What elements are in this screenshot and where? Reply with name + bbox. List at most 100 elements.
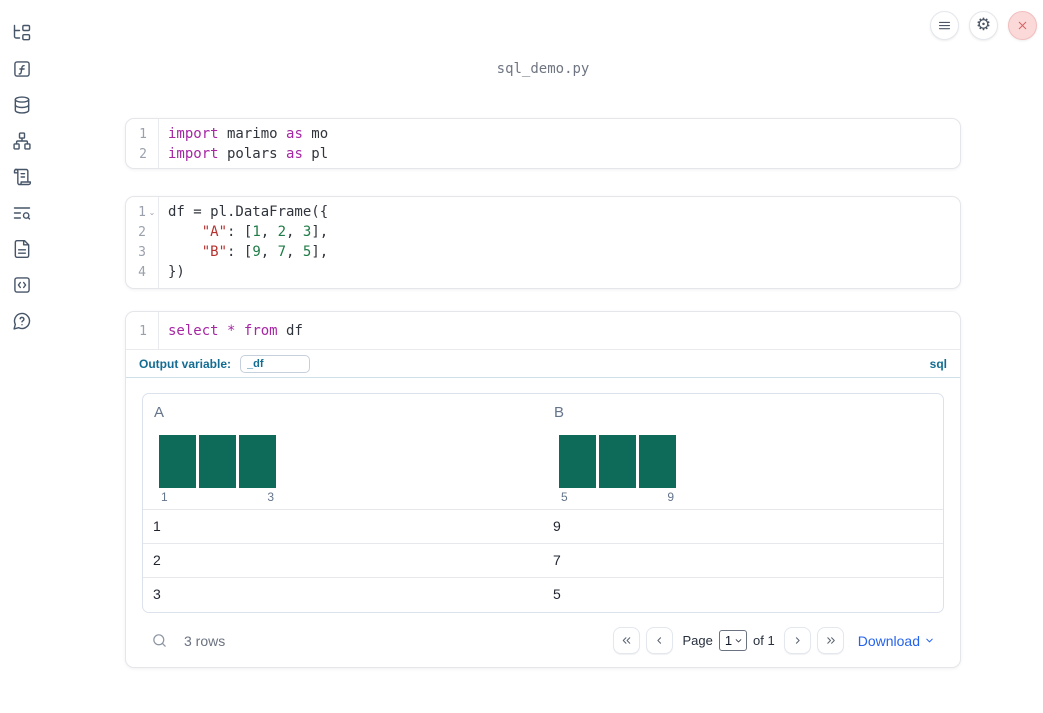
histogram-bar — [239, 435, 276, 488]
code-token: 3 — [302, 224, 312, 240]
code-token: "A" — [201, 224, 228, 240]
code-token: 9 — [252, 244, 261, 260]
line-number: 1 — [138, 204, 146, 220]
page-of-label: of 1 — [753, 633, 775, 648]
dataframe-table: A 1 3 B — [142, 393, 944, 613]
text-search-icon[interactable] — [11, 203, 33, 223]
code-token: df = pl.DataFrame({ — [168, 204, 329, 220]
code-token: 1 — [252, 224, 261, 240]
notebook-filename[interactable]: sql_demo.py — [496, 61, 590, 77]
column-header-a[interactable]: A 1 3 — [143, 394, 543, 509]
table-header-row: A 1 3 B — [143, 394, 943, 510]
table-cell: 9 — [553, 518, 561, 534]
cell-output-area: A 1 3 B — [126, 378, 960, 667]
first-page-button[interactable] — [613, 627, 641, 654]
code-editor[interactable]: import marimo as mo import polars as pl — [159, 119, 960, 168]
code-token: marimo — [218, 126, 287, 142]
code-line: "B": [9, 7, 5], — [168, 242, 960, 262]
code-token — [235, 323, 243, 339]
last-page-button[interactable] — [816, 627, 844, 654]
line-number: 1 — [139, 323, 147, 339]
code-token — [168, 224, 202, 240]
logs-scroll-icon[interactable] — [11, 167, 33, 187]
code-token: , — [286, 224, 303, 240]
histogram-bar — [199, 435, 236, 488]
previous-page-button[interactable] — [646, 627, 674, 654]
chevron-down-icon — [735, 639, 742, 643]
line-number: 4 — [138, 264, 146, 280]
page-select-value: 1 — [724, 633, 733, 648]
code-token: import — [168, 146, 219, 162]
histogram-bar — [159, 435, 196, 488]
histogram-bar — [599, 435, 636, 488]
next-page-button[interactable] — [783, 627, 811, 654]
file-explorer-tree-icon[interactable] — [11, 23, 33, 43]
code-line: import polars as pl — [168, 144, 960, 164]
chevron-right-icon — [795, 637, 800, 644]
column-header-b[interactable]: B 5 9 — [543, 394, 943, 509]
code-cell-imports: 1 2 import marimo as mo import polars as… — [125, 118, 961, 169]
table-cell: 1 — [153, 518, 161, 534]
code-line: "A": [1, 2, 3], — [168, 222, 960, 242]
code-cell-dataframe: 1 ⌄ 2 3 4 df = pl.DataFrame({ "A": [1, 2,… — [125, 196, 961, 289]
line-number-gutter: 1 2 — [126, 119, 159, 168]
search-icon[interactable] — [151, 632, 168, 649]
datasources-database-icon[interactable] — [11, 95, 33, 115]
language-badge: sql — [929, 356, 947, 371]
page-select[interactable]: 1 — [718, 630, 748, 651]
code-snippets-icon[interactable] — [11, 275, 33, 295]
chevrons-right-icon — [827, 637, 835, 644]
axis-max-label: 3 — [267, 490, 274, 504]
page-label: Page — [682, 633, 713, 648]
left-panel-sidebar — [0, 0, 44, 713]
code-token: * — [227, 323, 236, 339]
code-token: as — [286, 146, 303, 162]
code-token: ], — [311, 244, 329, 260]
column-histogram — [159, 435, 543, 488]
code-token: pl — [302, 146, 329, 162]
code-token: , — [286, 244, 303, 260]
code-token: select — [168, 323, 219, 339]
histogram-axis-ticks: 5 9 — [559, 490, 676, 504]
code-token: polars — [218, 146, 287, 162]
chevron-down-icon — [926, 638, 933, 643]
chevron-left-icon — [657, 637, 662, 644]
menu-button[interactable] — [930, 11, 959, 40]
download-label: Download — [857, 632, 920, 649]
variables-function-icon[interactable] — [11, 59, 33, 79]
code-token: "B" — [201, 244, 228, 260]
code-line: select * from df — [168, 321, 960, 341]
column-name: B — [554, 404, 565, 421]
code-token: , — [260, 244, 278, 260]
axis-min-label: 5 — [561, 490, 568, 504]
histogram-axis-ticks: 1 3 — [159, 490, 276, 504]
histogram-bar — [559, 435, 596, 488]
line-number: 3 — [138, 244, 146, 260]
code-token: , — [260, 224, 278, 240]
axis-min-label: 1 — [161, 490, 168, 504]
code-editor[interactable]: df = pl.DataFrame({ "A": [1, 2, 3], "B":… — [159, 197, 960, 288]
shutdown-button[interactable] — [1008, 11, 1037, 40]
row-count: 3 rows — [184, 632, 226, 649]
dependency-graph-icon[interactable] — [11, 131, 33, 151]
sql-code-row: 1 select * from df — [126, 312, 960, 350]
documentation-file-icon[interactable] — [11, 239, 33, 259]
code-token: as — [286, 126, 303, 142]
table-row: 3 5 — [143, 578, 943, 612]
settings-button[interactable]: ⚙ — [969, 11, 998, 40]
fold-chevron-icon[interactable]: ⌄ — [148, 207, 156, 217]
table-cell: 5 — [553, 586, 561, 602]
line-number: 2 — [139, 146, 147, 162]
line-number: 2 — [138, 224, 146, 240]
code-token — [219, 323, 227, 339]
code-token: mo — [302, 126, 329, 142]
table-row: 1 9 — [143, 510, 943, 544]
download-button[interactable]: Download — [858, 633, 935, 649]
code-token: ], — [311, 224, 329, 240]
sql-editor[interactable]: select * from df — [159, 312, 960, 349]
output-variable-input[interactable] — [240, 354, 311, 373]
help-chat-icon[interactable] — [11, 311, 33, 331]
chevrons-left-icon — [623, 637, 631, 644]
table-row: 2 7 — [143, 544, 943, 578]
code-line: import marimo as mo — [168, 124, 960, 144]
